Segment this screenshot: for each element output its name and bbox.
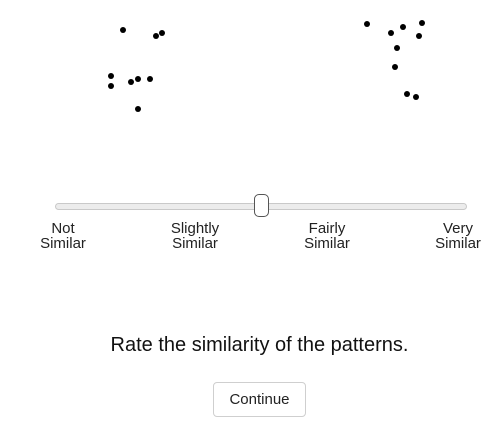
pattern-dot	[135, 76, 141, 82]
label-not-similar: Not Similar	[40, 220, 86, 252]
pattern-dot	[392, 64, 398, 70]
similarity-slider[interactable]	[55, 194, 467, 217]
pattern-dot	[394, 45, 400, 51]
pattern-dot	[108, 73, 114, 79]
pattern-dot	[413, 94, 419, 100]
label-slightly-similar: Slightly Similar	[170, 220, 220, 252]
left-dot-pattern	[108, 27, 165, 112]
pattern-dot	[419, 20, 425, 26]
label-very-similar: Very Similar	[435, 220, 481, 252]
pattern-dot	[159, 30, 165, 36]
continue-button[interactable]: Continue	[213, 382, 306, 417]
label-fairly-similar: Fairly Similar	[304, 220, 350, 252]
pattern-dot	[400, 24, 406, 30]
pattern-dot	[120, 27, 126, 33]
pattern-dot	[128, 79, 134, 85]
pattern-dot	[404, 91, 410, 97]
pattern-dot	[153, 33, 159, 39]
pattern-dot	[364, 21, 370, 27]
right-dot-pattern	[364, 20, 425, 100]
instruction-text: Rate the similarity of the patterns.	[110, 334, 409, 356]
pattern-dot	[416, 33, 422, 39]
pattern-dot	[147, 76, 153, 82]
dot-patterns	[108, 20, 425, 112]
pattern-dot	[135, 106, 141, 112]
slider-thumb[interactable]	[253, 194, 269, 217]
pattern-dot	[388, 30, 394, 36]
pattern-dot	[108, 83, 114, 89]
